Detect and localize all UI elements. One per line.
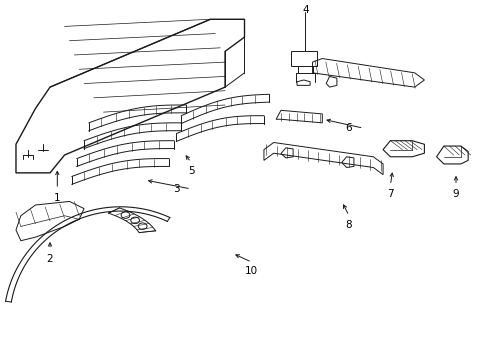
Text: 1: 1 [54,193,61,203]
Text: 2: 2 [46,253,53,264]
Text: 3: 3 [173,184,180,194]
Text: 9: 9 [452,189,458,199]
Text: 7: 7 [386,189,393,199]
Text: 10: 10 [244,266,258,276]
Text: 5: 5 [187,166,194,176]
Text: 6: 6 [345,123,352,133]
Text: 8: 8 [345,220,352,230]
Text: 4: 4 [302,5,308,15]
